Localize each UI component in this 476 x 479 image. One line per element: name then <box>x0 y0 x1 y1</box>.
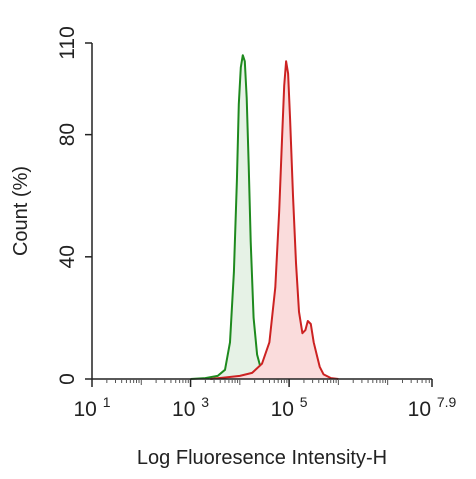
x-tick-label: 10 7.9 <box>408 394 457 421</box>
series-layer <box>190 54 339 380</box>
series-2-line <box>210 60 339 380</box>
y-tick-label: 110 <box>56 26 79 59</box>
series-1-line <box>190 54 280 380</box>
tick-layer: 0 40 80 110 10 1 10 3 10 5 10 7.9 <box>56 26 457 421</box>
x-minor-ticks <box>91 379 430 385</box>
x-tick-label: 10 3 <box>172 394 209 421</box>
y-axis-title: Count (%) <box>10 166 32 256</box>
x-tick-label: 10 1 <box>74 394 111 421</box>
y-tick-label: 40 <box>56 245 79 268</box>
y-tick-label: 80 <box>56 123 79 146</box>
y-tick-label: 0 <box>56 373 79 385</box>
x-axis-title: Log Fluoresence Intensity-H <box>137 447 387 469</box>
axes-layer <box>91 43 432 380</box>
x-tick-label: 10 5 <box>271 394 308 421</box>
series-1-area <box>190 55 280 379</box>
series-2-area <box>210 61 339 380</box>
